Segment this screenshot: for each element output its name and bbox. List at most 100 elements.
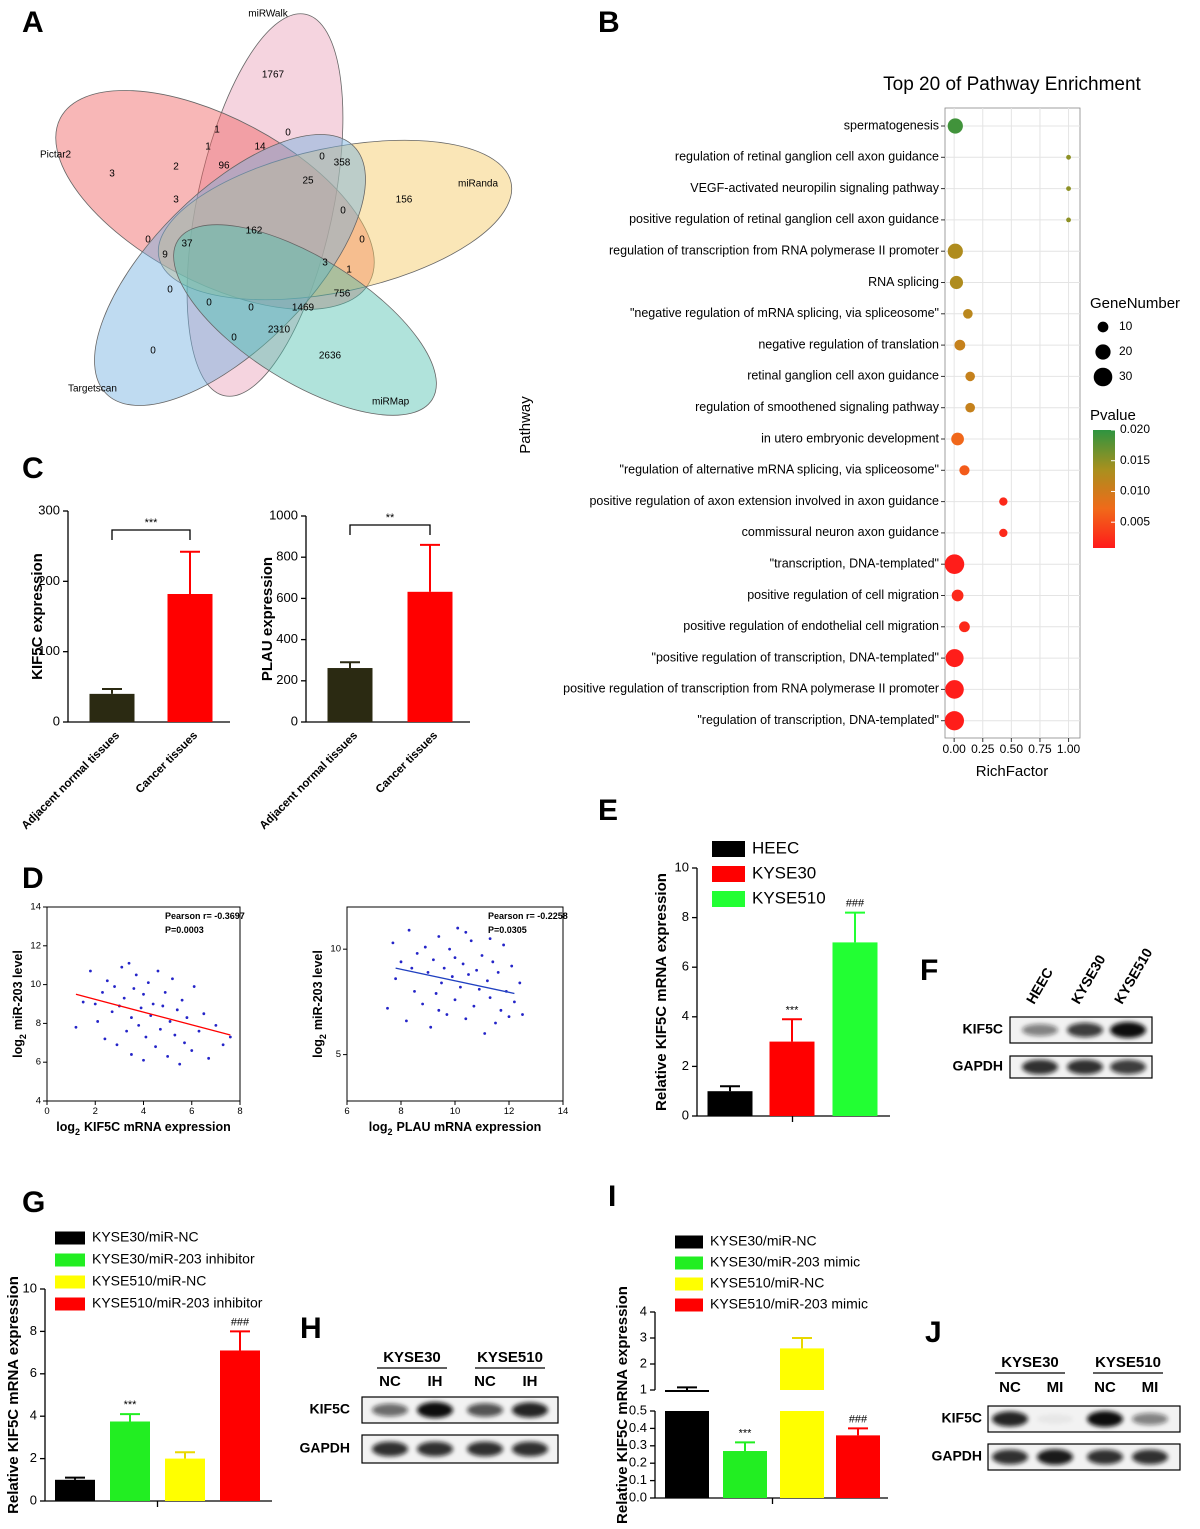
blot-column-label: NC: [1094, 1379, 1116, 1396]
point: [472, 1004, 476, 1008]
label-part: log: [311, 1039, 325, 1058]
point: [483, 1032, 487, 1035]
blot-row-label: GAPDH: [299, 1440, 350, 1456]
label-part: log: [11, 1039, 25, 1058]
x-axis-label: log2 KIF5C mRNA expression: [56, 1120, 231, 1137]
x-tick-label: 0.75: [1028, 742, 1052, 756]
point: [161, 1004, 165, 1008]
point: [173, 1033, 177, 1037]
bar: [836, 1435, 880, 1498]
venn-count: 1469: [292, 303, 315, 314]
y-tick-label: 2: [30, 1450, 37, 1465]
point: [221, 1043, 225, 1047]
blot-band: [1067, 1059, 1103, 1075]
legend-label: KYSE30/miR-203 mimic: [710, 1254, 860, 1270]
panel-letter: F: [920, 954, 938, 987]
x-tick-label: 1.00: [1057, 742, 1081, 756]
blot-band: [467, 1403, 503, 1417]
point: [163, 990, 167, 994]
y-axis-label: log2 miR-203 level: [11, 950, 28, 1058]
point: [496, 970, 500, 974]
point: [190, 1049, 194, 1052]
dot: [947, 243, 963, 259]
legend-swatch: [55, 1231, 85, 1245]
venn-count: 1767: [262, 70, 285, 81]
panel-letter: J: [925, 1316, 942, 1349]
blot-band: [1110, 1059, 1146, 1075]
blot-group-label: KYSE30: [383, 1349, 441, 1366]
y-axis-label: Relative KIF5C mRNA expression: [5, 1276, 22, 1514]
blot-band: [1087, 1449, 1123, 1465]
y-tick-label: positive regulation of axon extension in…: [589, 494, 939, 508]
point: [407, 928, 411, 932]
x-tick-label: Cancer tissues: [374, 730, 440, 796]
point: [413, 989, 416, 993]
point: [464, 930, 468, 934]
point: [89, 969, 92, 973]
error-bar: [845, 911, 865, 943]
y-tick-label: 300: [38, 502, 60, 517]
y-tick-label: 10: [330, 944, 341, 955]
y-tick-label: 12: [30, 940, 41, 951]
venn-set-label: miRanda: [458, 179, 498, 190]
label-part: KIF5C mRNA expression: [84, 1120, 231, 1134]
blot-band: [372, 1403, 408, 1417]
venn-count: 25: [302, 176, 314, 187]
bar: [832, 942, 878, 1116]
x-tick-label: 0.00: [942, 742, 966, 756]
y-tick-label: spermatogenesis: [844, 118, 939, 132]
blot-band: [417, 1441, 453, 1457]
blot-column-label: KYSE510: [1111, 945, 1156, 1006]
y-tick-label: 100: [38, 643, 60, 658]
venn-count: 2636: [319, 351, 342, 362]
error-bar: [720, 1085, 740, 1092]
blot-band: [1022, 1024, 1058, 1036]
point: [149, 1014, 153, 1018]
dot: [947, 118, 963, 134]
dot: [945, 680, 964, 699]
y-tick-label: 4: [682, 1008, 689, 1023]
x-tick-label: 0.25: [971, 742, 995, 756]
x-tick-label: 0.50: [1000, 742, 1024, 756]
plot-frame: [346, 906, 564, 1102]
point: [113, 985, 116, 988]
panel-letter: C: [22, 452, 44, 485]
legend-swatch: [675, 1235, 703, 1249]
y-tick-label: 0.5: [629, 1402, 647, 1417]
venn-set-label: miRWalk: [248, 9, 288, 20]
point: [453, 956, 457, 960]
legend-swatch: [712, 891, 745, 907]
point: [502, 943, 505, 947]
panel-letter: B: [598, 6, 620, 39]
y-axis-label: KIF5C expression: [29, 553, 46, 680]
x-axis-label: log2 PLAU mRNA expression: [369, 1120, 541, 1137]
point: [410, 966, 414, 970]
bar: [780, 1348, 824, 1390]
y-tick-label: 600: [276, 590, 298, 605]
y-tick-label: "regulation of alternative mRNA splicing…: [620, 463, 939, 477]
dot: [959, 621, 970, 633]
venn-count: 162: [246, 226, 263, 237]
point: [74, 1025, 78, 1029]
y-tick-label: 2: [640, 1355, 647, 1370]
point: [168, 1020, 172, 1023]
y-tick-label: regulation of smoothened signaling pathw…: [695, 400, 940, 414]
y-tick-label: 1: [640, 1381, 647, 1396]
point: [510, 964, 514, 968]
dot: [944, 711, 964, 731]
legend-dot: [1093, 367, 1113, 387]
panel-letter: I: [608, 1180, 616, 1213]
point: [197, 1029, 201, 1033]
y-tick-label: 800: [276, 549, 298, 564]
point: [513, 1000, 516, 1004]
y-axis-label: Relative KIF5C mRNA expression: [614, 1286, 631, 1524]
y-tick-label: regulation of transcription from RNA pol…: [609, 243, 939, 257]
venn-count: 96: [218, 161, 230, 172]
annotation: Pearson r= -0.2258: [488, 911, 568, 921]
blot-row-label: KIF5C: [963, 1021, 1003, 1037]
y-tick-label: 8: [36, 1018, 41, 1029]
venn-set-label: Pictar2: [40, 150, 72, 161]
y-tick-label: "positive regulation of transcription, D…: [652, 650, 939, 664]
point: [178, 1062, 182, 1066]
legend-label: 30: [1119, 369, 1133, 383]
